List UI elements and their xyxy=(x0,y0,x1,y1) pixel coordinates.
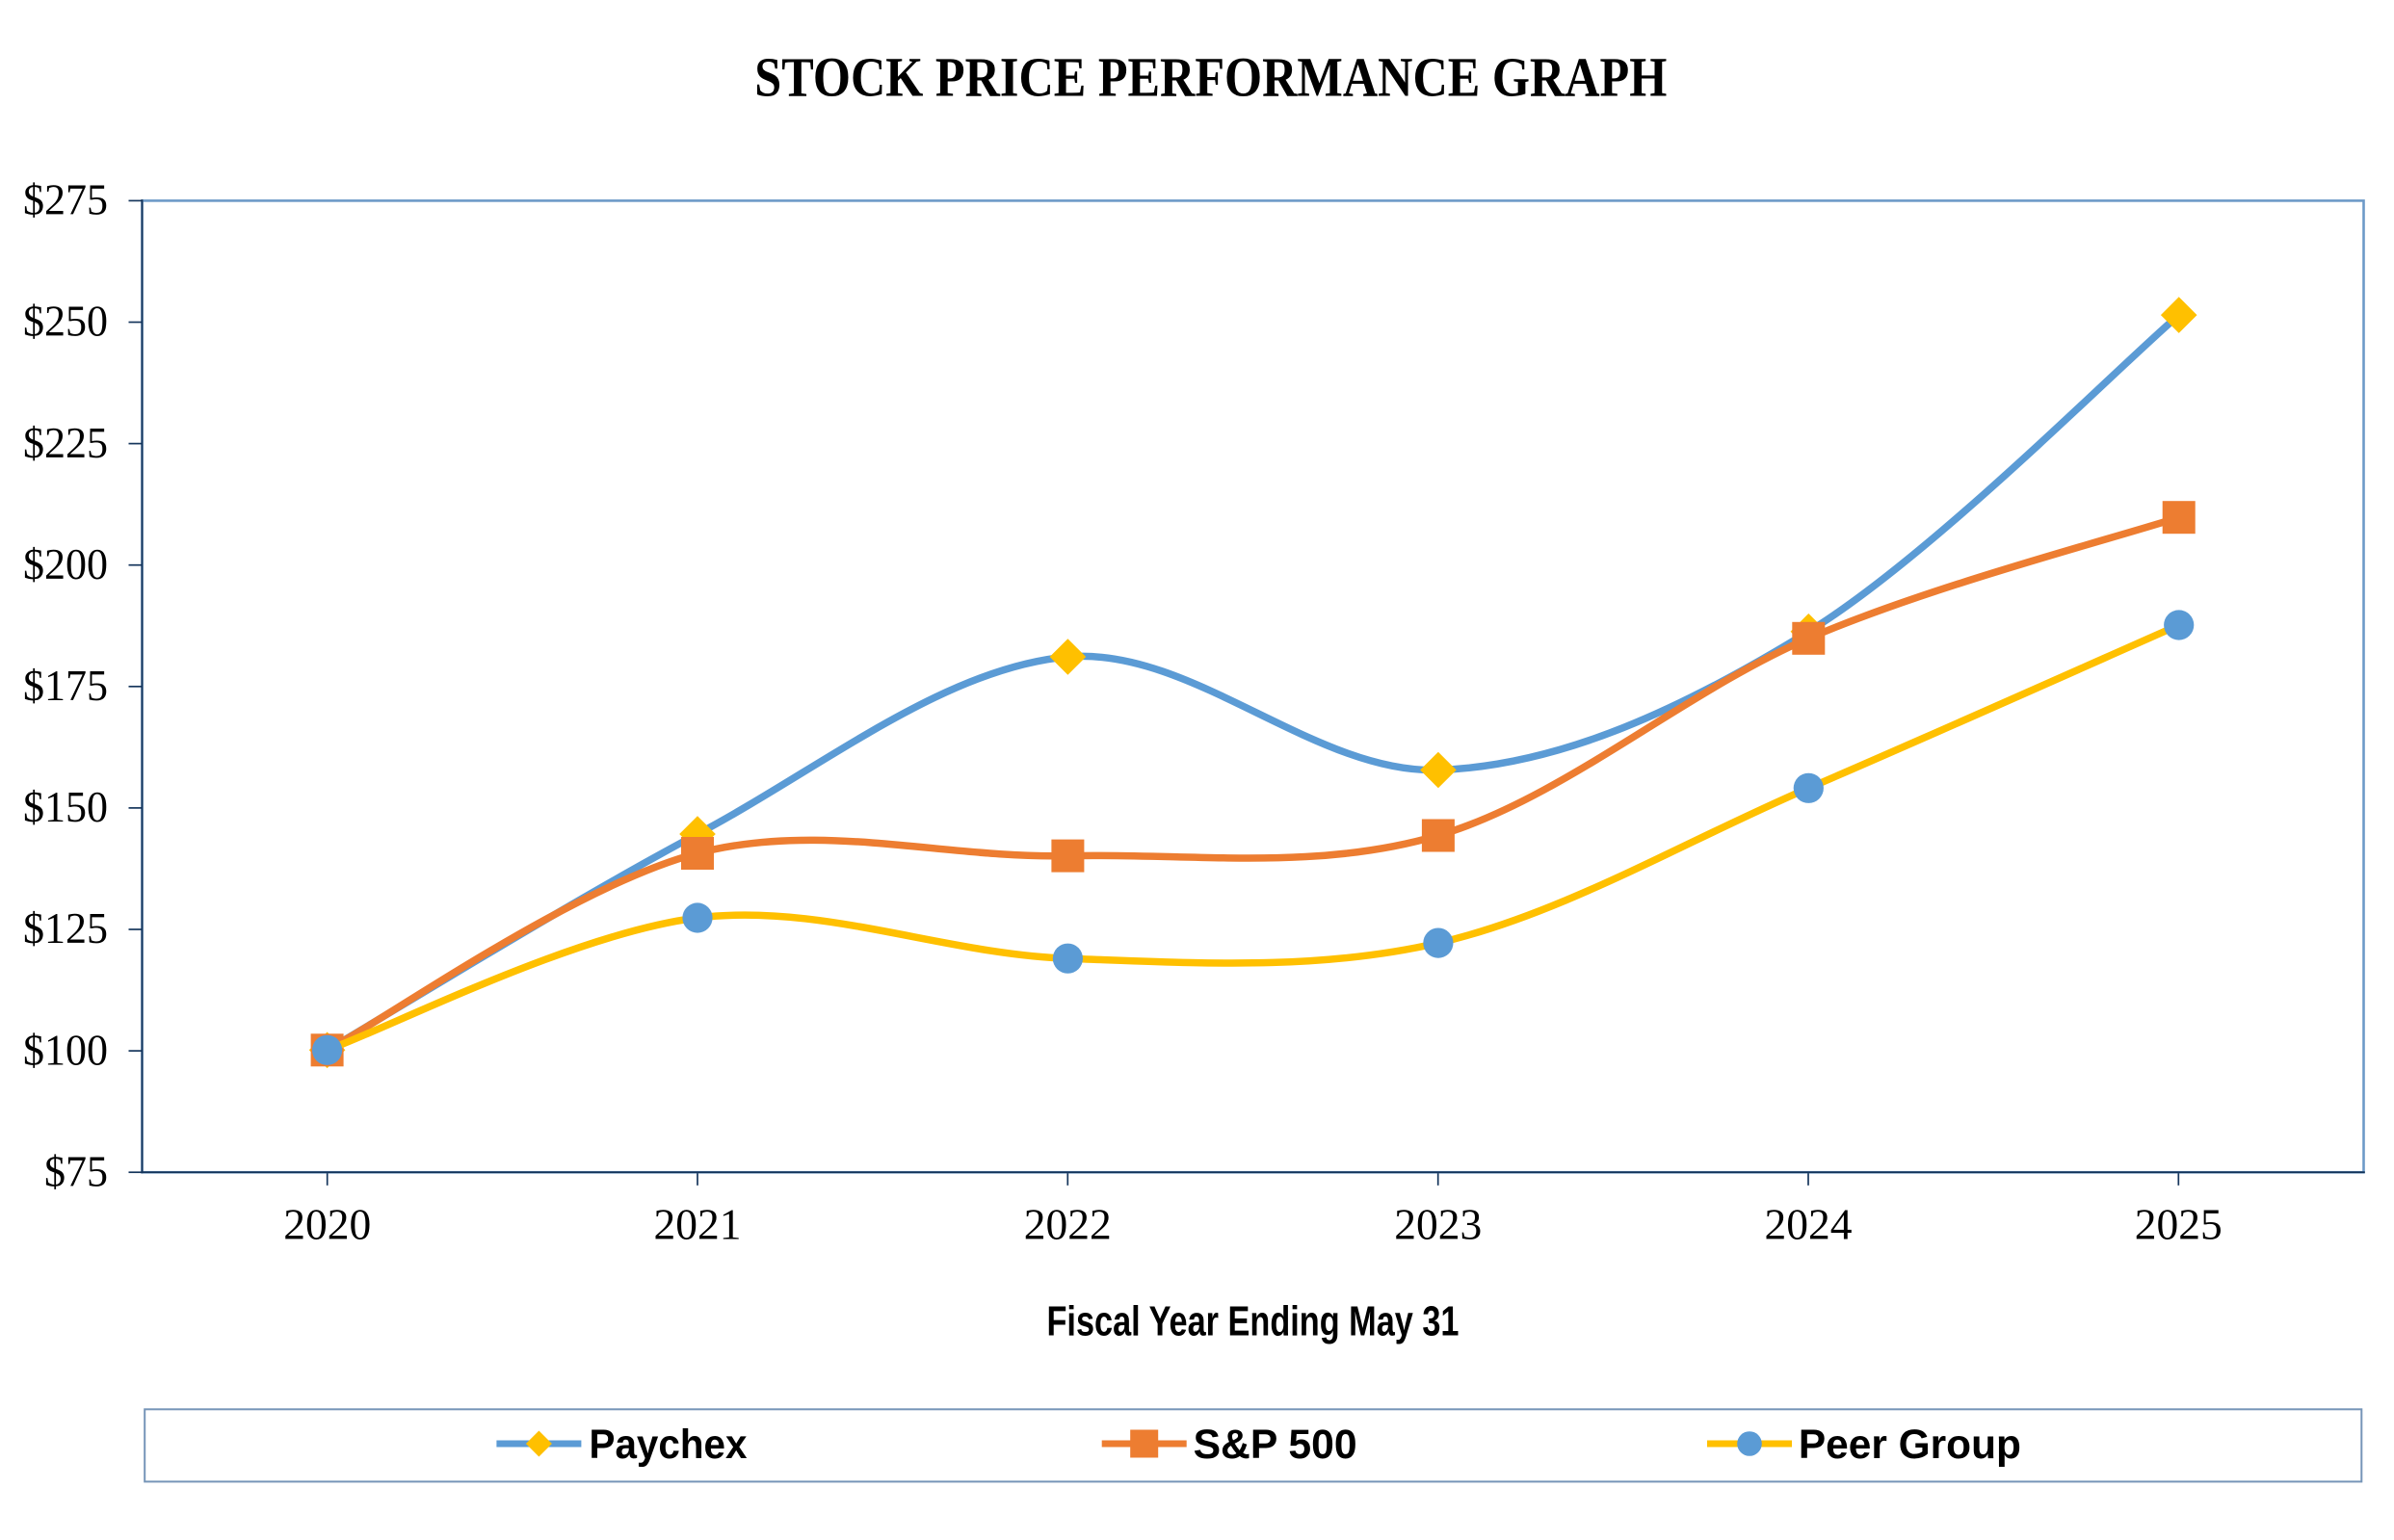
svg-text:Peer Group: Peer Group xyxy=(1799,1422,2021,1468)
svg-text:$125: $125 xyxy=(23,903,108,953)
svg-text:$100: $100 xyxy=(23,1025,108,1074)
svg-text:$150: $150 xyxy=(23,782,108,831)
svg-text:2020: 2020 xyxy=(283,1200,371,1249)
svg-text:2021: 2021 xyxy=(654,1200,742,1249)
svg-text:2025: 2025 xyxy=(2135,1200,2223,1249)
svg-text:$175: $175 xyxy=(23,661,108,710)
svg-text:$225: $225 xyxy=(23,418,108,467)
svg-text:2023: 2023 xyxy=(1394,1200,1482,1249)
svg-text:S&P 500: S&P 500 xyxy=(1194,1422,1357,1468)
svg-text:2024: 2024 xyxy=(1765,1200,1853,1249)
svg-text:2022: 2022 xyxy=(1024,1200,1112,1249)
svg-text:Paychex: Paychex xyxy=(590,1422,748,1468)
svg-text:$275: $275 xyxy=(23,175,108,224)
svg-text:$75: $75 xyxy=(44,1146,108,1195)
svg-text:STOCK PRICE PERFORMANCE GRAPH: STOCK PRICE PERFORMANCE GRAPH xyxy=(754,46,1667,109)
svg-text:$200: $200 xyxy=(23,539,108,588)
svg-text:Fiscal Year Ending May 31: Fiscal Year Ending May 31 xyxy=(1047,1298,1460,1344)
svg-text:$250: $250 xyxy=(23,297,108,346)
